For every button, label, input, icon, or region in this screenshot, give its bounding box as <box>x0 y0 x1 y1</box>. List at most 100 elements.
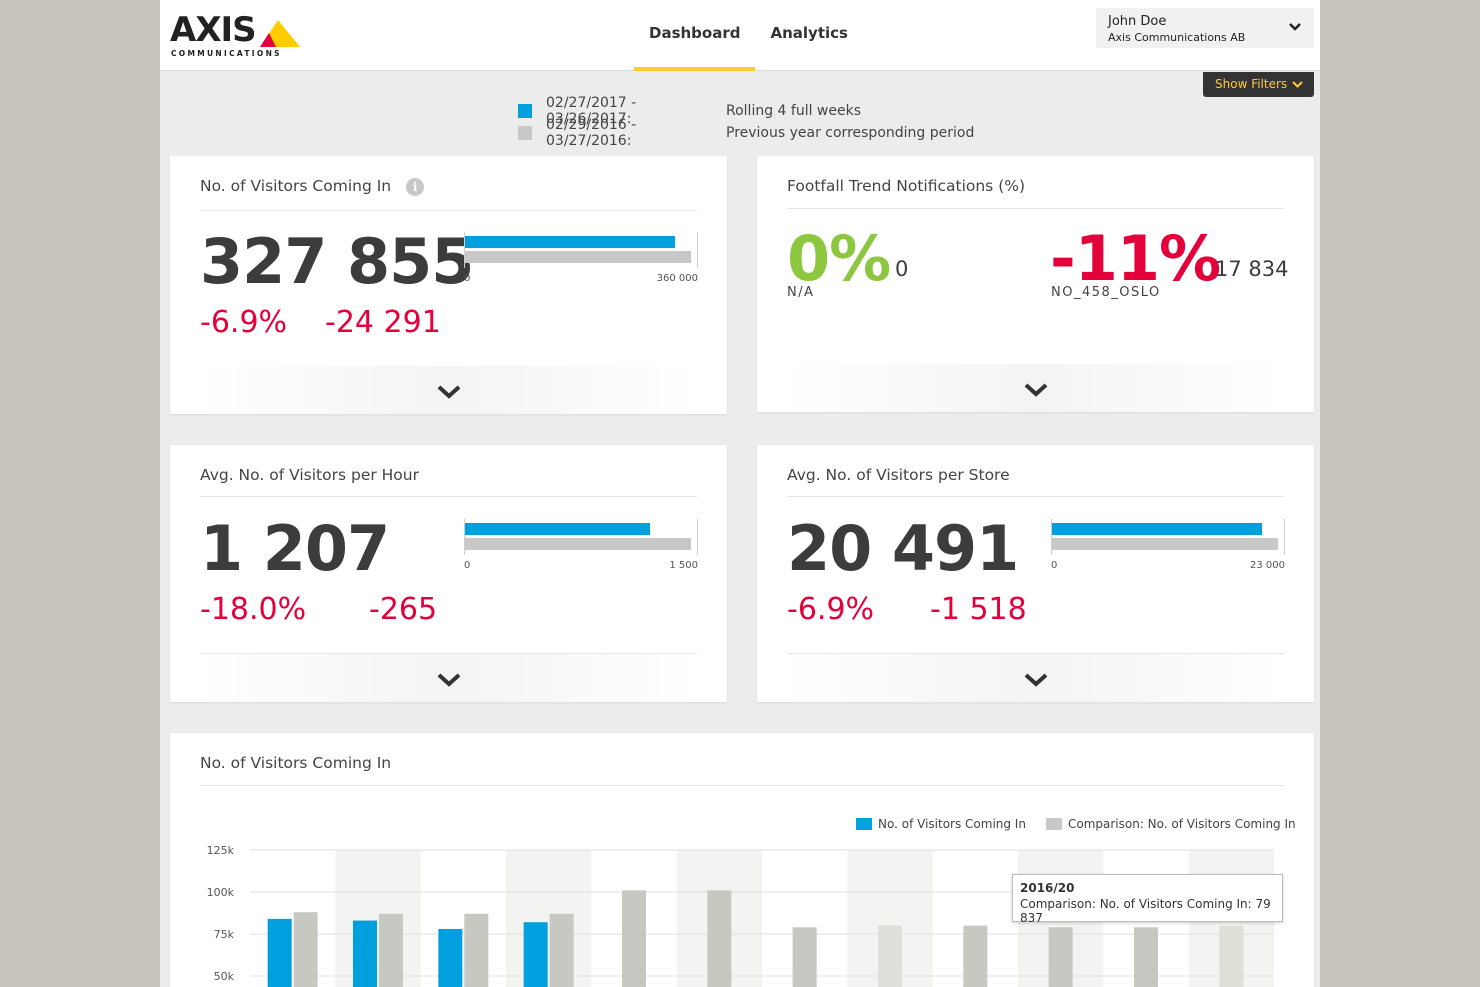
bar-current[interactable] <box>523 922 548 987</box>
trend-right-percent: -11% <box>1050 222 1221 295</box>
previous-bar <box>465 251 691 263</box>
bar-comparison[interactable] <box>379 913 403 987</box>
bar-comparison[interactable] <box>1048 927 1073 987</box>
bar-min-label: 0 <box>464 560 471 571</box>
y-tick-label: 50k <box>214 970 235 983</box>
column-band <box>335 850 421 987</box>
period-range: 02/27/2017 - 03/26/2017: <box>546 95 637 127</box>
chart-section-title: No. of Visitors Coming In <box>200 754 392 772</box>
expand-button[interactable] <box>200 366 697 414</box>
per-hour-card: Avg. No. of Visitors per Hour 1 207 -18.… <box>170 445 727 702</box>
chevron-down-icon <box>1292 81 1303 88</box>
divider <box>200 496 697 497</box>
card-title: Avg. No. of Visitors per Store <box>787 466 1010 484</box>
trend-right-count: 17 834 <box>1215 257 1289 281</box>
legend-label[interactable]: No. of Visitors Coming In <box>878 817 1026 831</box>
trend-left-label: N/A <box>787 285 815 300</box>
period-range: 02/29/2016 - 03/27/2016: <box>546 117 637 149</box>
comparison-bars: 0 1 500 <box>464 519 698 571</box>
show-filters-button[interactable]: Show Filters <box>1203 72 1314 97</box>
y-tick-label: 100k <box>207 886 235 899</box>
bar-comparison[interactable] <box>622 890 646 987</box>
chevron-down-icon <box>437 385 460 399</box>
bar-axis <box>1284 519 1285 555</box>
tooltip-text: Comparison: No. of Visitors Coming In: 7… <box>1020 897 1271 925</box>
chevron-down-icon <box>437 673 460 687</box>
bar-axis <box>464 519 465 555</box>
period-current: 02/27/2017 - 03/26/2017: Rolling 4 full … <box>518 95 974 127</box>
top-header: AXIS COMMUNICATIONS Dashboard Analytics … <box>160 0 1320 71</box>
divider <box>200 210 697 211</box>
delta-absolute: -265 <box>369 592 438 627</box>
bar-comparison[interactable] <box>293 912 318 987</box>
previous-period-swatch <box>518 126 532 140</box>
bar-comparison[interactable] <box>963 925 988 987</box>
current-bar <box>465 523 650 535</box>
bar-comparison[interactable] <box>707 890 732 987</box>
comparison-bars: 0 360 000 <box>464 232 698 284</box>
bar-current[interactable] <box>438 928 463 987</box>
user-org: Axis Communications AB <box>1108 31 1246 44</box>
expand-button[interactable] <box>787 364 1284 412</box>
bar-min-label: 0 <box>464 273 471 284</box>
tooltip-title: 2016/20 <box>1020 881 1075 895</box>
kpi-value: 1 207 <box>200 512 390 585</box>
bar-max-label: 1 500 <box>669 560 698 571</box>
card-title: No. of Visitors Coming In <box>200 177 392 195</box>
app-frame: AXIS COMMUNICATIONS Dashboard Analytics … <box>160 0 1320 987</box>
chevron-down-icon <box>1289 23 1301 31</box>
bar-max-label: 23 000 <box>1250 560 1285 571</box>
delta-absolute: -24 291 <box>325 305 441 340</box>
expand-button[interactable] <box>787 654 1284 702</box>
bar-max-label: 360 000 <box>656 273 698 284</box>
chevron-down-icon <box>1024 673 1047 687</box>
bar-comparison[interactable] <box>878 925 902 987</box>
visitors-in-card: No. of Visitors Coming In i 327 855 -6.9… <box>170 156 727 414</box>
legend-label[interactable]: Comparison: No. of Visitors Coming In <box>1067 817 1296 831</box>
user-name: John Doe <box>1108 14 1167 29</box>
card-title: Avg. No. of Visitors per Hour <box>200 466 419 484</box>
card-title: Footfall Trend Notifications (%) <box>787 177 1026 195</box>
kpi-value: 20 491 <box>787 512 1019 585</box>
bar-axis <box>464 232 465 268</box>
user-menu[interactable]: John Doe Axis Communications AB <box>1096 8 1314 48</box>
chart-tooltip: 2016/20 Comparison: No. of Visitors Comi… <box>1012 874 1283 925</box>
delta-percent: -6.9% <box>200 305 288 340</box>
delta-percent: -18.0% <box>200 592 307 627</box>
trend-left-count: 0 <box>895 257 909 281</box>
y-tick-label: 75k <box>214 928 235 941</box>
trend-right-label: NO_458_OSLO <box>1051 285 1161 300</box>
logo-subtitle: COMMUNICATIONS <box>171 49 282 58</box>
legend-swatch-current <box>856 818 872 830</box>
divider <box>787 496 1284 497</box>
logo-triangle-icon <box>260 20 300 47</box>
expand-button[interactable] <box>200 654 697 702</box>
tab-analytics[interactable]: Analytics <box>770 24 848 42</box>
divider <box>200 785 1284 786</box>
bar-comparison[interactable] <box>1219 925 1244 987</box>
bar-comparison[interactable] <box>549 913 574 987</box>
bar-current[interactable] <box>267 918 292 987</box>
bar-comparison[interactable] <box>1134 927 1158 987</box>
legend-swatch-previous <box>1045 818 1062 830</box>
current-period-swatch <box>518 104 532 118</box>
chevron-down-icon <box>1024 383 1047 397</box>
delta-absolute: -1 518 <box>930 592 1027 627</box>
bar-comparison[interactable] <box>464 913 489 987</box>
period-desc: Previous year corresponding period <box>726 125 975 141</box>
period-desc: Rolling 4 full weeks <box>726 103 862 119</box>
bar-min-label: 0 <box>1051 560 1058 571</box>
trend-left-percent: 0% <box>787 222 891 295</box>
bar-axis <box>1051 519 1052 555</box>
period-legend: 02/27/2017 - 03/26/2017: Rolling 4 full … <box>518 95 975 149</box>
logo-wordmark: AXIS <box>170 10 257 50</box>
bar-current[interactable] <box>353 920 377 987</box>
bar-axis <box>697 519 698 555</box>
bar-comparison[interactable] <box>792 927 817 987</box>
tab-dashboard[interactable]: Dashboard <box>634 0 756 71</box>
info-icon[interactable]: i <box>406 178 424 196</box>
axis-logo[interactable]: AXIS COMMUNICATIONS <box>170 11 305 59</box>
divider <box>787 653 1284 654</box>
visitors-chart-card: No. of Visitors Coming In No. of Visitor… <box>170 733 1314 987</box>
kpi-value: 327 855 <box>200 225 474 298</box>
